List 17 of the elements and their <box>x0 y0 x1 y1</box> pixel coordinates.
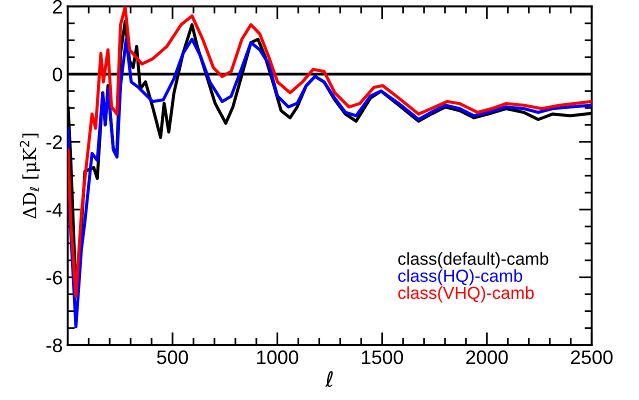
line-series <box>68 38 592 328</box>
x-tick-label: 1500 <box>362 350 403 364</box>
y-tick-label: -8 <box>46 338 62 352</box>
y-tick-label: -2 <box>46 135 62 149</box>
x-tick-label: 2000 <box>466 350 508 364</box>
legend-label: class(default)-camb <box>398 252 548 268</box>
x-tick-label: 2500 <box>571 350 613 364</box>
text: class(HQ)-camb <box>398 269 522 286</box>
y-tick-label: -6 <box>46 270 62 285</box>
x-tick-label: 500 <box>157 350 188 364</box>
y-axis-title: ΔD$_{ℓ}$ [μK$^{2}$] <box>20 134 40 219</box>
x-axis-title: ℓ <box>325 371 333 387</box>
y-tick-label: 2 <box>53 0 62 14</box>
text: class(VHQ)-camb <box>398 286 534 302</box>
y-tick-label: 0 <box>52 68 62 82</box>
y-tick-label: -4 <box>46 203 62 217</box>
x-tick-label: 1000 <box>257 350 298 364</box>
